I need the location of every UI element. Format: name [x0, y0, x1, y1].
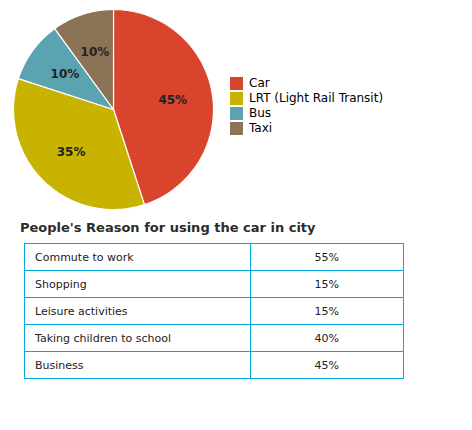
html-text:Shopping: Shopping [35, 277, 87, 291]
html-text:Business: Business [35, 358, 84, 372]
html-text:Commute to work: Commute to work [35, 250, 134, 264]
html-text:Taking children to school: Taking children to school [35, 331, 171, 345]
html-text:15%: 15% [314, 304, 339, 318]
html-text:Leisure activities: Leisure activities [35, 304, 128, 318]
svg-text:45%: 45% [158, 93, 187, 107]
svg-text:10%: 10% [81, 45, 110, 59]
html-text:55%: 55% [314, 250, 339, 264]
html-text:Bus: Bus [249, 106, 272, 120]
html-text:15%: 15% [314, 277, 339, 291]
html-text:Car: Car [249, 76, 270, 90]
html-text:People's Reason for using the: People's Reason for using the car in cit… [20, 220, 316, 235]
html-text:Taxi: Taxi [249, 121, 273, 135]
svg-text:10%: 10% [51, 67, 80, 81]
svg-text:35%: 35% [57, 145, 86, 159]
html-text:40%: 40% [314, 331, 339, 345]
html-text:LRT (Light Rail Transit): LRT (Light Rail Transit) [249, 91, 384, 105]
html-text:45%: 45% [314, 358, 339, 372]
